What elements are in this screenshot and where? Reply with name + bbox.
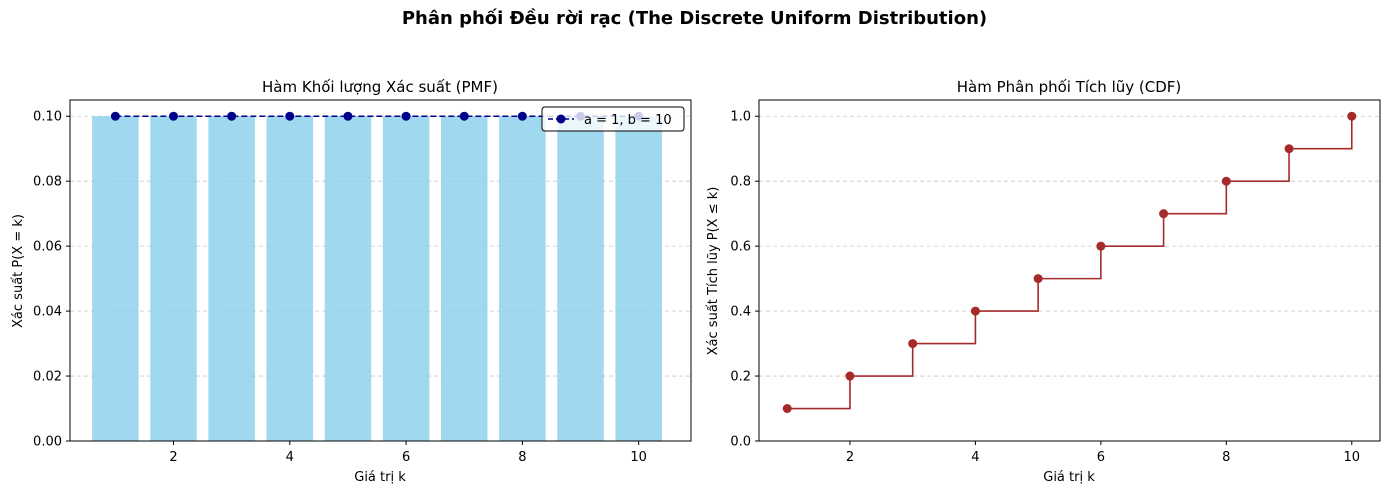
- cdf-ytick-label: 1.0: [730, 110, 751, 125]
- pmf-bar: [440, 116, 488, 441]
- pmf-bar: [615, 116, 662, 441]
- cdf-point: [970, 306, 980, 316]
- cdf-point: [782, 404, 792, 414]
- cdf-point: [1347, 111, 1357, 121]
- pmf-ytick-label: 0.00: [33, 435, 62, 450]
- pmf-point: [517, 111, 527, 121]
- pmf-x-ticks: 2 4 6 8 10: [169, 441, 647, 465]
- cdf-ytick-label: 0.2: [730, 370, 751, 385]
- pmf-xtick-label: 2: [169, 450, 177, 465]
- cdf-axes-frame: [758, 99, 1381, 442]
- pmf-bars: [92, 116, 662, 441]
- cdf-y-axis-label: Xác suất Tích lũy P(X ≤ k): [706, 187, 721, 356]
- pmf-legend-marker-swatch: [556, 114, 566, 124]
- pmf-bar: [208, 116, 255, 441]
- cdf-step-line: [782, 111, 1357, 414]
- cdf-ytick-label: 0.4: [730, 305, 751, 320]
- cdf-point: [1221, 176, 1231, 186]
- cdf-point: [845, 371, 855, 381]
- pmf-ytick-label: 0.10: [33, 110, 62, 125]
- pmf-bar: [92, 116, 139, 441]
- cdf-point: [1284, 144, 1294, 154]
- pmf-legend-label: a = 1, b = 10: [584, 113, 672, 128]
- cdf-xtick-label: 4: [971, 450, 979, 465]
- pmf-title: Hàm Khối lượng Xác suất (PMF): [262, 78, 498, 96]
- cdf-ytick-label: 0.0: [730, 435, 751, 450]
- cdf-x-axis-label: Giá trị k: [1043, 470, 1095, 485]
- cdf-ytick-label: 0.6: [730, 240, 751, 255]
- cdf-point: [1033, 274, 1043, 284]
- pmf-xtick-label: 10: [630, 450, 647, 465]
- pmf-bar: [557, 116, 604, 441]
- pmf-bar: [150, 116, 197, 441]
- cdf-point: [1159, 209, 1169, 219]
- pmf-ytick-label: 0.02: [33, 370, 62, 385]
- pmf-point: [110, 111, 120, 121]
- pmf-panel: Hàm Khối lượng Xác suất (PMF) 2 4 6 8 10 0.0…: [11, 78, 692, 485]
- cdf-xtick-label: 10: [1343, 450, 1360, 465]
- cdf-xtick-label: 8: [1222, 450, 1230, 465]
- pmf-point: [343, 111, 353, 121]
- pmf-bar: [324, 116, 372, 441]
- cdf-gridlines: [759, 115, 1380, 377]
- pmf-bar: [382, 116, 430, 441]
- pmf-axes-frame: [69, 99, 692, 442]
- pmf-xtick-label: 8: [518, 450, 526, 465]
- pmf-legend: a = 1, b = 10: [541, 106, 685, 132]
- cdf-ytick-label: 0.8: [730, 175, 751, 190]
- pmf-ytick-label: 0.08: [33, 175, 62, 190]
- cdf-step-path: [787, 116, 1353, 410]
- cdf-point: [1096, 241, 1106, 251]
- cdf-title: Hàm Phân phối Tích lũy (CDF): [957, 78, 1182, 96]
- pmf-point: [401, 111, 411, 121]
- cdf-y-ticks: 0.0 0.2 0.4 0.6 0.8 1.0: [730, 110, 759, 450]
- pmf-ytick-label: 0.06: [33, 240, 62, 255]
- pmf-point: [169, 111, 178, 121]
- pmf-bar: [266, 116, 314, 441]
- pmf-legend-box: [541, 106, 685, 132]
- pmf-xtick-label: 4: [286, 450, 294, 465]
- pmf-point: [459, 111, 469, 121]
- cdf-point: [908, 339, 918, 349]
- pmf-point: [227, 111, 237, 121]
- cdf-x-ticks: 2 4 6 8 10: [846, 441, 1360, 465]
- pmf-y-axis-label: Xác suất P(X = k): [11, 214, 26, 328]
- cdf-xtick-label: 2: [846, 450, 854, 465]
- pmf-bar: [499, 116, 546, 441]
- figure-suptitle: Phân phối Đều rời rạc (The Discrete Unif…: [401, 8, 988, 29]
- pmf-x-axis-label: Giá trị k: [354, 470, 406, 485]
- pmf-point: [285, 111, 295, 121]
- cdf-panel: Hàm Phân phối Tích lũy (CDF) 2 4 6 8 10 0.00…: [706, 78, 1381, 485]
- pmf-xtick-label: 6: [402, 450, 410, 465]
- cdf-xtick-label: 6: [1097, 450, 1105, 465]
- pmf-y-ticks: 0.00 0.02 0.04 0.06 0.08 0.10: [33, 110, 70, 450]
- pmf-ytick-label: 0.04: [33, 305, 62, 320]
